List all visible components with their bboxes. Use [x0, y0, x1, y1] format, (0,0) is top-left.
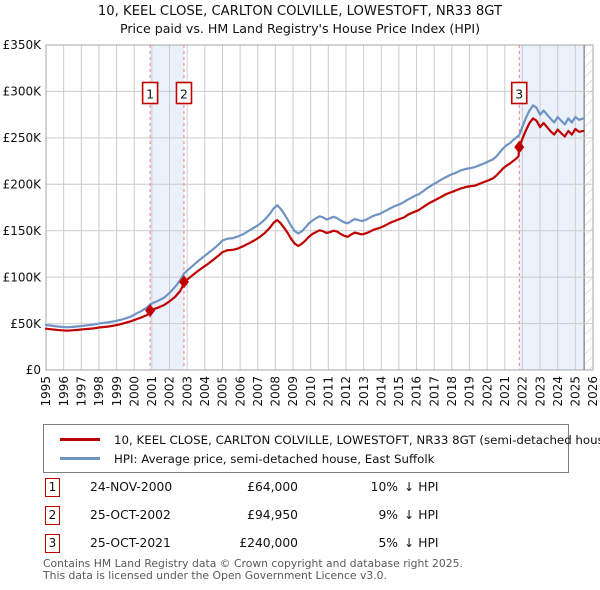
x-axis-tick-label: 1999: [110, 376, 124, 407]
sale-date: 25-OCT-2002: [90, 508, 171, 522]
x-axis-tick-label: 1995: [39, 376, 53, 407]
sale-number-badge: 2: [45, 505, 60, 525]
y-axis-tick-label: £300K: [3, 85, 43, 99]
x-axis-tick-label: 2021: [498, 376, 512, 407]
y-axis-tick-label: £150K: [3, 224, 43, 238]
chart-subtitle: Price paid vs. HM Land Registry's House …: [119, 21, 481, 36]
sale-hpi-direction: ↓ HPI: [404, 536, 439, 550]
footer-line-copyright: Contains HM Land Registry data © Crown c…: [43, 557, 463, 570]
sale-number-text: 1: [146, 87, 154, 102]
sale-price: £64,000: [247, 480, 298, 494]
x-axis-tick-label: 2018: [445, 376, 459, 407]
sale-number-box: [141, 81, 159, 105]
x-axis-tick-label: 2015: [392, 376, 406, 407]
sale-point-diamond: [514, 140, 525, 154]
sale-price: £240,000: [239, 536, 298, 550]
sale-number-text: 2: [180, 87, 188, 102]
sale-hpi-direction: ↓ HPI: [404, 480, 439, 494]
transactions-table: 1 24-NOV-2000 £64,000 10% ↓ HPI 2 25-OCT…: [45, 477, 565, 561]
sale-markers: 1 2 3: [141, 81, 528, 318]
price-paid-line-swatch: [60, 438, 100, 441]
axis-labels: £0 £50K £100K £150K £200K £250K £300K £350K 1995…: [3, 38, 600, 406]
x-axis-tick-label: 1997: [74, 376, 88, 407]
hpi-line: [44, 104, 585, 329]
y-axis-tick-label: £0: [26, 363, 41, 377]
sale-number-box: [175, 81, 193, 105]
x-axis-tick-label: 2026: [586, 376, 600, 407]
sale-number-box: [510, 81, 528, 105]
sale-price: £94,950: [247, 508, 298, 522]
x-axis-tick-label: 2009: [286, 376, 300, 407]
plot-frame: [45, 44, 594, 371]
x-axis-tick-label: 2008: [269, 376, 283, 407]
y-axis-tick-label: £100K: [3, 270, 43, 284]
price-paid-line: [44, 117, 585, 332]
sale-point-diamond: [145, 304, 156, 318]
sale-date-dashed-lines: [149, 45, 520, 370]
x-axis-tick-label: 2001: [145, 376, 159, 407]
y-axis-tick-label: £50K: [10, 317, 42, 331]
license-footer: Contains HM Land Registry data © Crown c…: [43, 558, 583, 582]
x-axis-tick-label: 2002: [163, 376, 177, 407]
x-axis-tick-label: 2006: [233, 376, 247, 407]
legend-label-hpi: HPI: Average price, semi-detached house,…: [114, 451, 435, 466]
x-axis-tick-label: 2013: [357, 376, 371, 407]
x-axis-tick-label: 2024: [551, 376, 565, 407]
chart-title-block: 10, KEEL CLOSE, CARLTON COLVILLE, LOWEST…: [0, 3, 600, 37]
between-sales-band: [519, 45, 585, 370]
x-axis-tick-label: 1996: [57, 376, 71, 407]
table-row: 2 25-OCT-2002 £94,950 9% ↓ HPI: [45, 505, 565, 525]
x-axis-tick-label: 1998: [92, 376, 106, 407]
price-history-chart: 1 2 3 £0 £50K £100K £150K £200K £250K £300K £350K…: [3, 38, 600, 406]
sale-number-badge: 3: [45, 533, 60, 553]
x-axis-tick-label: 2007: [251, 376, 265, 407]
sale-number-text: 3: [515, 87, 523, 102]
legend-item-hpi: HPI: Average price, semi-detached house,…: [52, 449, 560, 468]
x-axis-tick-label: 2010: [304, 376, 318, 407]
y-axis-tick-label: £250K: [3, 131, 43, 145]
table-row: 1 24-NOV-2000 £64,000 10% ↓ HPI: [45, 477, 565, 497]
legend-label-price-paid: 10, KEEL CLOSE, CARLTON COLVILLE, LOWEST…: [114, 432, 600, 447]
sale-hpi-percent: 9%: [378, 508, 398, 522]
sale-hpi-percent: 10%: [370, 480, 398, 494]
x-axis-tick-label: 2003: [180, 376, 194, 407]
future-hatch-band: [583, 45, 593, 370]
legend: 10, KEEL CLOSE, CARLTON COLVILLE, LOWEST…: [43, 424, 600, 473]
x-axis-tick-label: 2022: [516, 376, 530, 407]
sale-date: 25-OCT-2021: [90, 536, 171, 550]
x-axis-tick-label: 2017: [427, 376, 441, 407]
sale-date: 24-NOV-2000: [90, 480, 173, 494]
x-axis-tick-label: 2000: [127, 376, 141, 407]
x-axis-tick-label: 2011: [322, 376, 336, 407]
plot-border: [45, 44, 594, 371]
x-axis-tick-label: 2019: [463, 376, 477, 407]
footer-line-licence: This data is licensed under the Open Gov…: [43, 569, 387, 582]
series-lines: [44, 104, 585, 332]
sale-hpi-direction: ↓ HPI: [404, 508, 439, 522]
x-axis-tick-label: 2005: [216, 376, 230, 407]
no-data-hatch: [584, 45, 593, 370]
sale-number-badge: 1: [45, 477, 60, 497]
x-axis-tick-label: 2025: [569, 376, 583, 407]
x-axis-tick-label: 2014: [374, 376, 388, 407]
x-axis-tick-label: 2020: [480, 376, 494, 407]
sale-hpi-percent: 5%: [378, 536, 398, 550]
x-axis-tick-label: 2023: [533, 376, 547, 407]
y-axis-tick-label: £200K: [3, 177, 43, 191]
legend-item-price-paid: 10, KEEL CLOSE, CARLTON COLVILLE, LOWEST…: [52, 430, 600, 449]
y-axis-tick-label: £350K: [3, 38, 43, 52]
x-axis-tick-label: 2012: [339, 376, 353, 407]
hpi-line-swatch: [60, 457, 100, 460]
table-row: 3 25-OCT-2021 £240,000 5% ↓ HPI: [45, 533, 565, 553]
x-axis-tick-label: 2016: [410, 376, 424, 407]
chart-title: 10, KEEL CLOSE, CARLTON COLVILLE, LOWEST…: [97, 4, 503, 19]
sale-point-diamond: [178, 275, 189, 289]
x-axis-tick-label: 2004: [198, 376, 212, 407]
